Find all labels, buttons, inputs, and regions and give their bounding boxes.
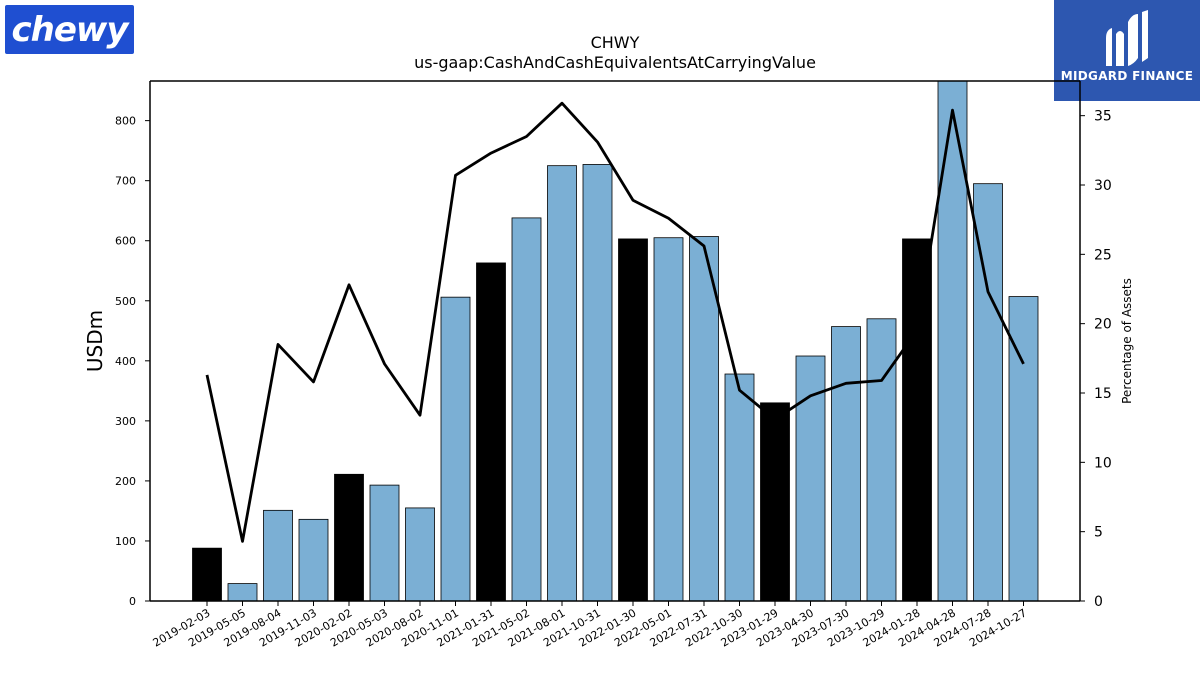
midgard-finance-logo: MIDGARD FINANCE bbox=[1054, 0, 1200, 101]
bar-2019-08-04 bbox=[263, 509, 293, 601]
bar-2023-10-29 bbox=[866, 318, 897, 601]
y2-tick-label: 25 bbox=[1094, 247, 1112, 263]
bar-2023-07-30 bbox=[831, 326, 861, 601]
percentage-of-assets-line bbox=[205, 101, 1025, 543]
chart-marks bbox=[192, 81, 1039, 601]
y2-tick-label: 20 bbox=[1094, 317, 1112, 333]
y2-tick-label: 5 bbox=[1094, 525, 1103, 541]
chart-subtitle: us-gaap:CashAndCashEquivalentsAtCarrying… bbox=[414, 53, 816, 72]
y2-axis-label: Percentage of Assets bbox=[1120, 278, 1134, 404]
bar-2022-01-30 bbox=[618, 238, 648, 601]
y-tick-label: 600 bbox=[115, 235, 136, 248]
bar-2022-05-01 bbox=[653, 237, 684, 601]
midgard-mark-icon bbox=[1106, 10, 1148, 66]
bar-2020-08-02 bbox=[405, 507, 435, 601]
bar-2021-08-01 bbox=[547, 165, 577, 601]
y2-tick-label: 30 bbox=[1094, 178, 1112, 194]
y-tick-label: 100 bbox=[115, 535, 136, 548]
bar-2020-11-01 bbox=[440, 296, 471, 601]
y2-tick-label: 10 bbox=[1094, 455, 1112, 471]
bar-2022-07-31 bbox=[689, 236, 719, 601]
chewy-logo: chewy bbox=[5, 5, 134, 54]
bar-2024-07-28 bbox=[973, 183, 1003, 601]
midgard-logo-text: MIDGARD FINANCE bbox=[1060, 69, 1194, 83]
plot-area: 0100200300400500600700800051015202530352… bbox=[115, 80, 1112, 650]
chewy-logo-text: chewy bbox=[11, 9, 129, 50]
y-tick-label: 300 bbox=[115, 415, 136, 428]
bar-2021-01-31 bbox=[476, 262, 506, 601]
bar-2023-01-29 bbox=[760, 402, 790, 601]
y2-tick-label: 15 bbox=[1094, 386, 1112, 402]
y2-tick-label: 0 bbox=[1094, 594, 1103, 610]
y2-tick-label: 35 bbox=[1094, 109, 1112, 125]
bar-2019-11-03 bbox=[298, 518, 329, 601]
chart-title: CHWY bbox=[591, 33, 640, 52]
y-tick-label: 400 bbox=[115, 355, 136, 368]
y-axis-label: USDm bbox=[83, 310, 107, 372]
bar-2019-02-03 bbox=[192, 547, 222, 601]
y-tick-label: 200 bbox=[115, 475, 136, 488]
bar-2022-10-30 bbox=[724, 373, 755, 601]
bar-2019-05-05 bbox=[227, 583, 258, 601]
bar-2020-05-03 bbox=[369, 484, 400, 601]
y-tick-label: 700 bbox=[115, 175, 136, 188]
y-tick-label: 800 bbox=[115, 115, 136, 128]
bar-2021-05-02 bbox=[511, 217, 542, 601]
bar-2024-01-28 bbox=[902, 238, 932, 601]
y-tick-label: 500 bbox=[115, 295, 136, 308]
bar-2021-10-31 bbox=[582, 164, 613, 601]
y-tick-label: 0 bbox=[129, 595, 136, 608]
bar-2020-02-02 bbox=[334, 473, 364, 601]
